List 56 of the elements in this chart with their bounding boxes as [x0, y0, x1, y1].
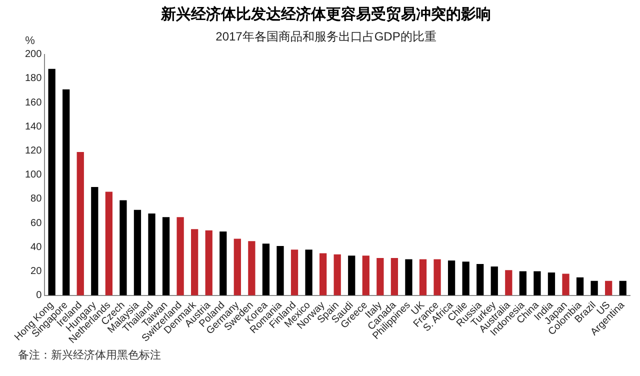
y-axis-title: % — [25, 34, 36, 47]
bar — [605, 280, 612, 296]
bar — [191, 229, 198, 296]
y-tick-label: 0 — [36, 290, 42, 302]
bar — [405, 259, 412, 296]
bar — [462, 262, 470, 296]
y-tick-label: 20 — [30, 266, 42, 278]
bar — [91, 186, 98, 296]
y-tick-label: 80 — [30, 194, 42, 205]
bar — [448, 260, 456, 296]
bar — [148, 213, 156, 296]
bar — [176, 217, 184, 296]
bar — [562, 274, 570, 296]
bar — [434, 259, 441, 296]
bar — [490, 266, 498, 296]
y-tick-label: 100 — [24, 170, 42, 181]
bar — [220, 232, 227, 296]
bar — [476, 264, 484, 296]
bar — [48, 68, 56, 296]
chart-subtitle: 2017年各国商品和服务出口占GDP的比重 — [216, 30, 436, 44]
bar — [362, 256, 370, 296]
y-tick-label: 120 — [24, 146, 42, 157]
text: 备注：新兴经济体用黑色标注 — [18, 348, 161, 362]
y-tick-label: 140 — [24, 121, 42, 132]
bar — [505, 270, 512, 296]
bar — [276, 246, 284, 296]
bar — [576, 277, 584, 296]
bar — [548, 272, 556, 296]
bar — [205, 230, 212, 296]
bar — [534, 271, 541, 296]
bar — [234, 238, 241, 296]
bar — [348, 256, 356, 296]
y-tick-label: 40 — [30, 242, 42, 253]
bar — [519, 271, 526, 296]
bar — [162, 217, 170, 296]
bar — [376, 258, 384, 296]
bar — [120, 200, 127, 296]
bar — [305, 250, 312, 296]
bar — [320, 253, 327, 296]
bar — [390, 258, 398, 296]
bar — [619, 280, 626, 296]
y-tick-label: 200 — [24, 49, 42, 60]
bar — [105, 192, 112, 296]
bar — [262, 244, 270, 296]
chart-title: 新兴经济体比发达经济体更容易受贸易冲突的影响 — [160, 5, 491, 24]
bar — [76, 152, 84, 296]
y-tick-label: 60 — [30, 218, 42, 229]
y-tick-label: 180 — [24, 73, 42, 84]
bar — [134, 210, 142, 296]
bar — [290, 250, 298, 296]
bar — [62, 89, 70, 296]
bar — [248, 241, 256, 296]
bar — [419, 259, 427, 296]
y-tick-label: 160 — [24, 97, 42, 108]
bar — [334, 254, 341, 296]
bar — [590, 280, 598, 296]
